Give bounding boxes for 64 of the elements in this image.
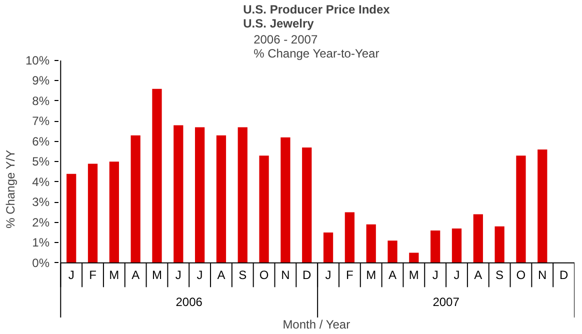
- y-tick-label: 3%: [32, 195, 50, 210]
- x-tick-label: O: [516, 268, 526, 282]
- x-tick-label: S: [496, 268, 504, 282]
- x-tick-label: J: [325, 268, 332, 282]
- bar: [66, 174, 76, 263]
- x-axis-title: Month / Year: [282, 318, 350, 332]
- bar: [109, 162, 119, 263]
- bar: [194, 127, 205, 263]
- x-tick-label: A: [217, 268, 226, 282]
- bar: [538, 150, 548, 263]
- y-tick-label: 4%: [32, 174, 50, 189]
- x-tick-label: M: [152, 268, 162, 282]
- bar: [152, 88, 162, 263]
- bar: [409, 252, 419, 263]
- y-tick-label: 9%: [32, 74, 50, 88]
- y-tick-label: 10%: [25, 54, 50, 68]
- y-tick-label: 2%: [32, 215, 50, 230]
- bar: [216, 135, 226, 263]
- x-tick-label: F: [346, 268, 354, 282]
- bar: [430, 230, 440, 263]
- x-tick-label: M: [366, 268, 376, 282]
- bar: [516, 156, 526, 263]
- x-tick-label: O: [259, 268, 269, 282]
- bar: [388, 240, 398, 263]
- bar: [366, 224, 376, 263]
- x-tick-label: N: [538, 268, 547, 282]
- bar: [344, 212, 355, 263]
- x-tick-label: D: [559, 268, 568, 282]
- bar: [323, 232, 334, 263]
- bar: [259, 156, 269, 263]
- x-tick-label: A: [474, 268, 482, 282]
- y-tick-label: 7%: [32, 114, 50, 128]
- bar: [494, 226, 504, 263]
- bar: [473, 214, 483, 263]
- x-tick-label: J: [432, 268, 438, 282]
- x-tick-label: N: [281, 268, 290, 282]
- x-tick-label: M: [408, 268, 419, 282]
- text: 2006: [176, 294, 203, 309]
- x-tick-label: J: [175, 268, 182, 282]
- x-tick-label: J: [196, 268, 203, 282]
- bar: [130, 135, 140, 263]
- x-tick-label: A: [132, 268, 140, 282]
- text: 2007: [432, 294, 460, 309]
- bar: [238, 127, 248, 263]
- x-tick-label: A: [388, 268, 397, 282]
- x-tick-label: J: [454, 268, 460, 282]
- bar: [88, 164, 98, 263]
- y-tick-label: 8%: [32, 94, 50, 108]
- y-tick-label: 0%: [32, 256, 50, 270]
- x-tick-label: F: [89, 268, 96, 282]
- chart-title: U.S. Producer Price Index U.S. Jewelry: [243, 2, 390, 30]
- y-tick-label: 6%: [32, 134, 50, 148]
- y-tick-label: 5%: [32, 154, 50, 169]
- x-tick-label: S: [238, 268, 247, 282]
- bar: [174, 125, 184, 263]
- y-axis-title: % Change Y/Y: [3, 150, 18, 228]
- x-tick-label: J: [68, 268, 74, 282]
- bar: [302, 148, 312, 263]
- bar: [452, 228, 462, 263]
- y-tick-label: 1%: [32, 236, 50, 250]
- x-tick-label: D: [302, 268, 312, 282]
- chart-subtitle: 2006 - 2007 % Change Year-to-Year: [254, 32, 380, 60]
- x-tick-label: M: [109, 268, 120, 282]
- bar: [280, 137, 290, 263]
